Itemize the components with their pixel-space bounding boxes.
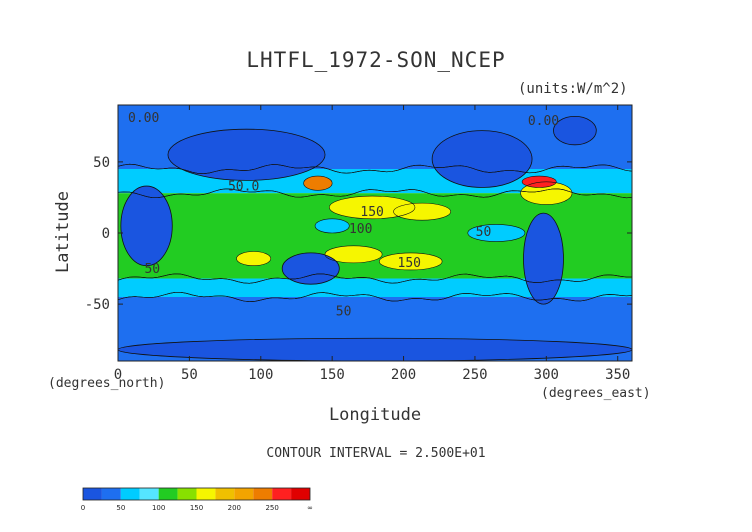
land-australia (281, 252, 340, 285)
x-tick-label: 0 (114, 367, 122, 383)
field-blob (522, 176, 557, 188)
x-tick-label: 150 (320, 367, 345, 383)
colorbar-tick-label: 200 (228, 504, 241, 512)
x-axis-label: Longitude (328, 405, 422, 425)
contour-line (236, 251, 272, 267)
field-blob (329, 196, 415, 219)
colorbar-bin (158, 488, 178, 500)
colorbar-bin (272, 488, 292, 500)
field-blob (325, 245, 383, 263)
land-mask (118, 115, 632, 361)
colorbar-bin (177, 488, 197, 500)
field-blob (393, 203, 451, 221)
contour-line (467, 224, 526, 242)
contour-line (118, 273, 632, 284)
contour-line (118, 188, 632, 199)
land-eurasia (167, 128, 326, 181)
field-blob (303, 176, 333, 191)
colorbar-bin (120, 488, 140, 500)
contour-line (520, 181, 573, 205)
contour-interval-text: CONTOUR INTERVAL = 2.500E+01 (266, 446, 486, 461)
contour-line (521, 175, 557, 188)
y-axis: 50 0 -50 (85, 155, 632, 313)
colorbar-bin (215, 488, 235, 500)
field-blob (315, 218, 350, 233)
contour-label: 150 (360, 205, 383, 220)
contour-label: 50 (336, 304, 352, 319)
chart-title: LHTFL_1972-SON_NCEP (246, 48, 506, 72)
contour-line (303, 175, 333, 191)
colorbar-tick-label: 50 (116, 504, 125, 512)
x-tick-label: 100 (248, 367, 273, 383)
x-tick-label: 350 (605, 367, 630, 383)
field-blob (379, 252, 443, 270)
contour-line (378, 252, 443, 271)
field-blob (236, 251, 271, 266)
land-africa (120, 185, 173, 267)
contour-line (314, 218, 350, 234)
contour-label: 150 (398, 256, 421, 271)
contour-label: 0.00 (528, 114, 559, 129)
x-tick-label: 50 (181, 367, 198, 383)
colorbar-bin (196, 488, 216, 500)
contour-label: 50.0 (228, 179, 259, 194)
x-unit-label: (degrees_east) (541, 386, 651, 401)
y-tick-label: 50 (93, 155, 110, 171)
colorbar: 0 50 100 150 200 250 ∞ (81, 487, 313, 512)
colorbar-tick-label: 100 (152, 504, 165, 512)
contour-line (118, 292, 632, 303)
colorbar-tick-label: ∞ (307, 504, 313, 512)
field-blob (520, 181, 573, 205)
x-tick-label: 250 (462, 367, 487, 383)
contour-label: 50 (144, 262, 160, 277)
x-tick-label: 200 (391, 367, 416, 383)
land-greenland (553, 115, 597, 146)
colorbar-bin (291, 488, 310, 500)
units-label: (units:W/m^2) (518, 81, 628, 97)
colorbar-frame (82, 487, 311, 501)
colorbar-tick-label: 250 (265, 504, 278, 512)
contour-labels: 0.00 0.00 50.0 150 100 150 50 50 50 (128, 111, 559, 319)
contour-line (393, 202, 451, 221)
x-tick-label: 300 (534, 367, 559, 383)
colorbar-tick-label: 0 (81, 504, 85, 512)
land-south-america (523, 212, 564, 305)
y-tick-label: 0 (102, 226, 110, 242)
land-antarctica (118, 337, 632, 361)
contour-line (329, 195, 416, 220)
x-axis: 0 50 100 150 200 250 300 350 (114, 105, 630, 383)
colorbar-bin (253, 488, 273, 500)
land-north-america (431, 130, 533, 188)
colorbar-bin (101, 488, 121, 500)
contour-line (118, 163, 632, 175)
contour-lines (118, 163, 632, 303)
y-unit-label: (degrees_north) (48, 376, 166, 391)
field-blob (467, 224, 525, 242)
contour-line (324, 245, 383, 264)
contour-label: 50 (476, 225, 492, 240)
colorbar-bin (234, 488, 254, 500)
y-tick-label: -50 (85, 297, 110, 313)
colorbar-bin (139, 488, 159, 500)
colorbar-bin (83, 488, 102, 500)
y-axis-label: Latitude (53, 191, 73, 273)
contour-label: 0.00 (128, 111, 159, 126)
contour-label: 100 (349, 222, 372, 237)
colorbar-tick-label: 150 (190, 504, 203, 512)
